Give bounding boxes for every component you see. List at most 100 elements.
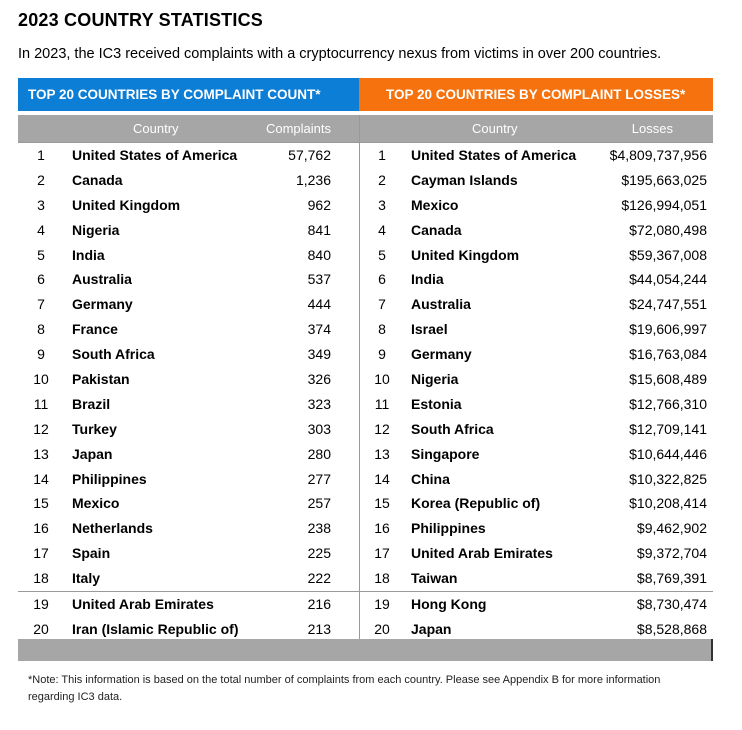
row-country: United Arab Emirates [411,545,553,562]
row-country: Korea (Republic of) [411,495,541,512]
complaint-losses-rows: 1 United States of America $4,809,737,956 2… [359,142,713,642]
row-rank: 10 [374,371,390,388]
row-country: Australia [411,296,471,313]
table-row: 3 Mexico $126,994,051 [360,193,713,218]
row-rank: 13 [33,445,49,462]
table-row: 1 United States of America $4,809,737,956 [360,142,713,168]
row-value: 213 [307,620,331,637]
row-rank: 3 [378,196,386,213]
page-title: 2023 COUNTRY STATISTICS [18,10,263,30]
table-row: 20 Japan $8,528,868 [360,617,713,642]
row-rank: 17 [33,545,49,562]
table-row: 18 Taiwan $8,769,391 [360,566,713,591]
table-footer-bar [18,639,713,661]
row-value: $4,809,737,956 [609,147,707,163]
row-country: Canada [72,171,123,188]
row-value: 280 [307,445,331,462]
row-value: 444 [307,296,331,313]
row-rank: 6 [37,271,45,288]
row-country: Japan [72,445,113,462]
row-country: Canada [411,221,462,238]
row-country: South Africa [411,420,494,437]
row-country: Hong Kong [411,596,487,613]
row-country: Mexico [411,196,459,213]
table-row: 11 Brazil 323 [18,392,359,417]
footnote: *Note: This information is based on the … [28,674,661,703]
row-value: $10,322,825 [629,470,707,487]
row-value: 841 [307,221,331,238]
row-rank: 12 [33,420,49,437]
complaint-losses-column-header: Country Losses [359,115,713,142]
row-value: $126,994,051 [621,196,707,213]
table-row: 13 Singapore $10,644,446 [360,442,713,467]
row-rank: 4 [37,221,45,238]
table-row: 5 United Kingdom $59,367,008 [360,243,713,268]
table-row: 3 United Kingdom 962 [18,193,359,218]
table-row: 17 Spain 225 [18,541,359,566]
table-row: 15 Mexico 257 [18,491,359,516]
row-country: United Kingdom [72,196,181,213]
row-rank: 9 [378,346,386,363]
row-value: $8,730,474 [636,596,707,613]
row-value: $9,462,902 [636,520,707,537]
table-row: 17 United Arab Emirates $9,372,704 [360,541,713,566]
row-rank: 7 [378,296,386,313]
row-country: Nigeria [411,371,459,388]
table-row: 10 Pakistan 326 [18,367,359,392]
row-rank: 7 [37,296,45,313]
row-rank: 8 [37,321,45,338]
row-country: Singapore [411,445,480,462]
table-row: 12 Turkey 303 [18,417,359,442]
row-value: $44,054,244 [629,271,707,288]
table-row: 9 South Africa 349 [18,342,359,367]
row-value: 323 [307,395,331,412]
row-country: Germany [72,296,133,313]
table-row: 14 China $10,322,825 [360,467,713,492]
row-country: Mexico [72,495,120,512]
row-country: Philippines [72,470,147,487]
complaint-count-column-header: Country Complaints [18,115,359,142]
row-rank: 8 [378,321,386,338]
column-header-country: Country [133,121,179,136]
row-country: Estonia [411,395,462,412]
complaint-count-rows: 1 United States of America 57,762 2 Canada 1,… [18,142,359,642]
row-rank: 15 [33,495,49,512]
row-rank: 14 [33,470,49,487]
row-country: Nigeria [72,221,120,238]
table-row: 7 Germany 444 [18,292,359,317]
row-rank: 5 [378,246,386,263]
row-value: 537 [307,271,331,288]
row-rank: 19 [33,596,49,613]
row-rank: 16 [33,520,49,537]
row-value: $12,766,310 [629,395,707,412]
row-value: $24,747,551 [629,296,707,313]
table-row: 8 Israel $19,606,997 [360,317,713,342]
row-value: 349 [307,346,331,363]
row-value: 57,762 [288,147,331,163]
column-header-country: Country [472,121,518,136]
table-row: 2 Cayman Islands $195,663,025 [360,168,713,193]
row-rank: 12 [374,420,390,437]
table-row: 4 Nigeria 841 [18,218,359,243]
row-value: $15,608,489 [629,371,707,388]
table-row: 1 United States of America 57,762 [18,142,359,168]
row-value: $16,763,084 [629,346,707,363]
row-rank: 14 [374,470,390,487]
row-rank: 1 [378,147,386,163]
table-row: 19 Hong Kong $8,730,474 [360,591,713,617]
row-country: South Africa [72,346,155,363]
row-country: China [411,470,450,487]
row-country: Italy [72,570,101,587]
row-country: United States of America [411,147,577,163]
table-row: 6 India $44,054,244 [360,267,713,292]
row-rank: 15 [374,495,390,512]
row-country: United Kingdom [411,246,520,263]
complaint-losses-header: TOP 20 COUNTRIES BY COMPLAINT LOSSES* [359,78,713,111]
table-row: 20 Iran (Islamic Republic of) 213 [18,617,359,642]
row-value: 222 [307,570,331,587]
row-value: $12,709,141 [629,420,707,437]
row-value: $8,528,868 [636,620,707,637]
row-value: 374 [307,321,331,338]
row-value: 257 [307,495,331,512]
row-country: Taiwan [411,570,458,587]
